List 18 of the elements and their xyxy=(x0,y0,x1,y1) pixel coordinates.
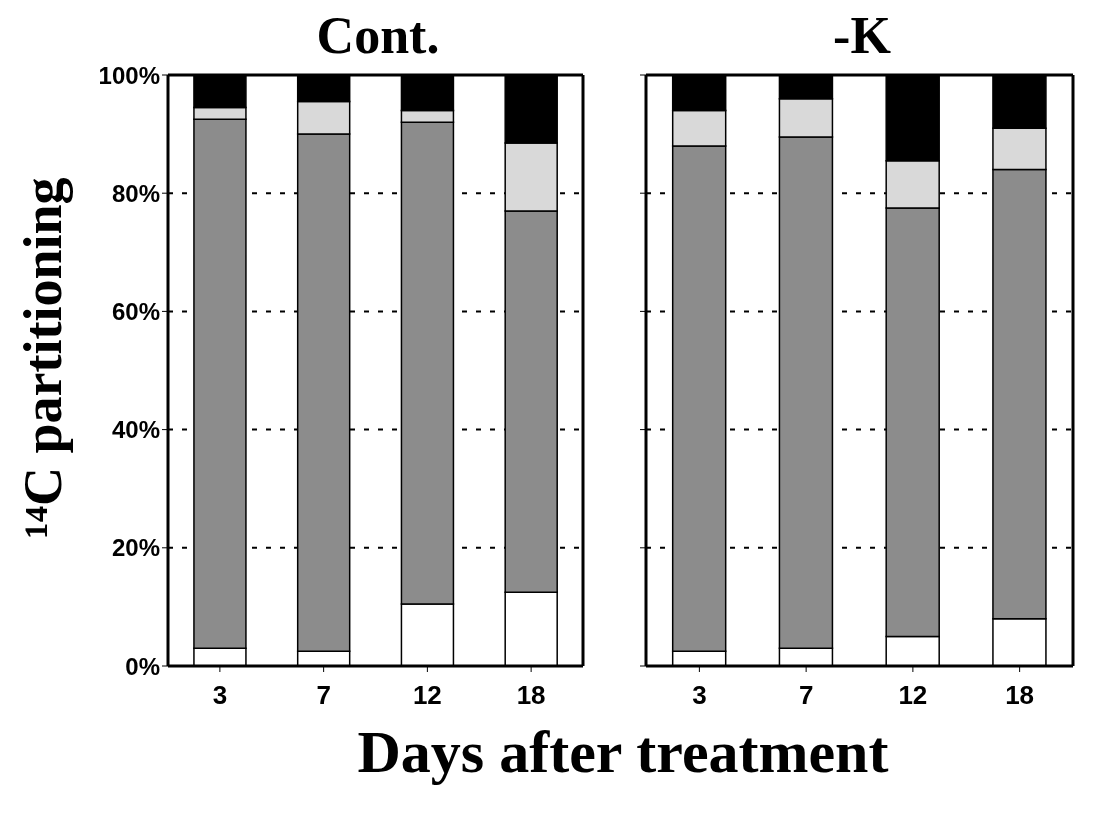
y-tick-label: 0% xyxy=(125,652,160,680)
chart-title: -K xyxy=(832,7,892,66)
chart-title: Cont. xyxy=(316,7,440,64)
x-tick-label: 7 xyxy=(316,680,331,711)
y-tick-label: 80% xyxy=(111,179,160,207)
x-tick-label: 3 xyxy=(692,680,707,711)
x-tick-label: 18 xyxy=(1005,680,1035,711)
y-axis-title: ¹⁴C partitioning xyxy=(12,177,74,539)
x-tick-label: 3 xyxy=(212,680,228,711)
x-tick-label: 7 xyxy=(798,680,814,711)
y-tick-label: 60% xyxy=(111,297,160,325)
y-tick-label: 40% xyxy=(111,416,160,444)
y-tick-label: 100% xyxy=(98,61,160,89)
x-tick-label: 18 xyxy=(516,680,546,711)
y-tick-label: 20% xyxy=(111,534,160,562)
x-tick-label: 12 xyxy=(898,680,928,711)
x-tick-label: 12 xyxy=(412,680,442,711)
x-axis-title: Days after treatment xyxy=(356,718,890,787)
